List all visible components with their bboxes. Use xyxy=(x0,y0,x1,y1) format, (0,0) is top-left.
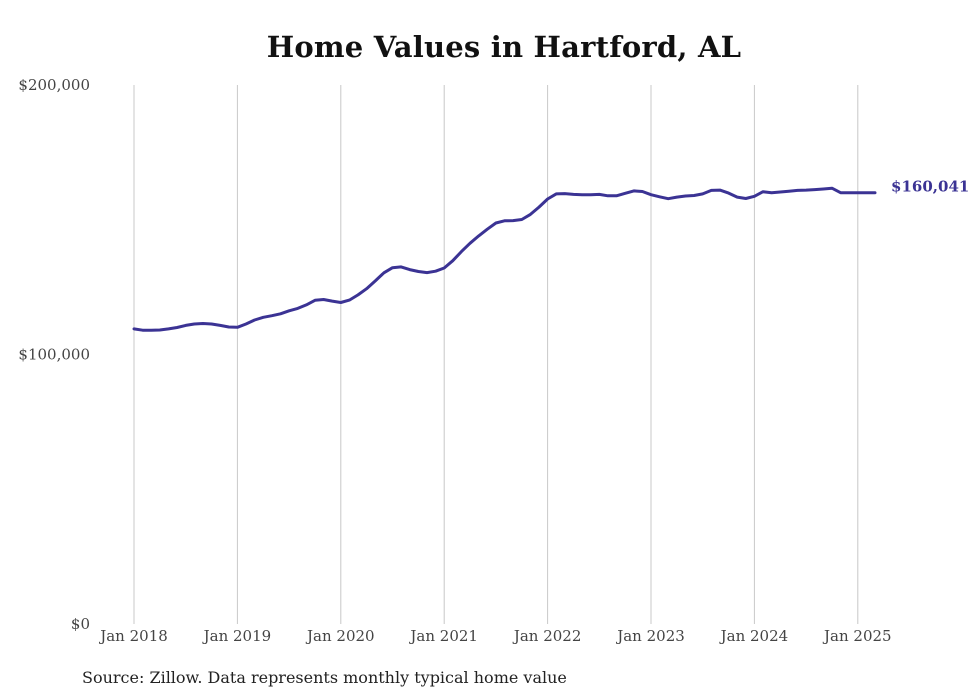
x-tick-label: Jan 2022 xyxy=(512,627,582,645)
x-tick-label: Jan 2019 xyxy=(202,627,272,645)
end-value-label: $160,041 xyxy=(891,178,969,196)
x-tick-label: Jan 2025 xyxy=(822,627,892,645)
x-tick-label: Jan 2023 xyxy=(615,627,685,645)
series-line xyxy=(132,186,877,332)
y-tick-label: $200,000 xyxy=(18,76,90,94)
source-note: Source: Zillow. Data represents monthly … xyxy=(82,668,567,687)
x-tick-label: Jan 2018 xyxy=(98,627,168,645)
y-tick-label: $100,000 xyxy=(18,346,90,364)
x-tick-label: Jan 2024 xyxy=(719,627,789,645)
x-tick-label: Jan 2020 xyxy=(305,627,375,645)
y-tick-label: $0 xyxy=(71,615,90,633)
x-tick-label: Jan 2021 xyxy=(408,627,478,645)
chart-title: Home Values in Hartford, AL xyxy=(266,30,742,64)
